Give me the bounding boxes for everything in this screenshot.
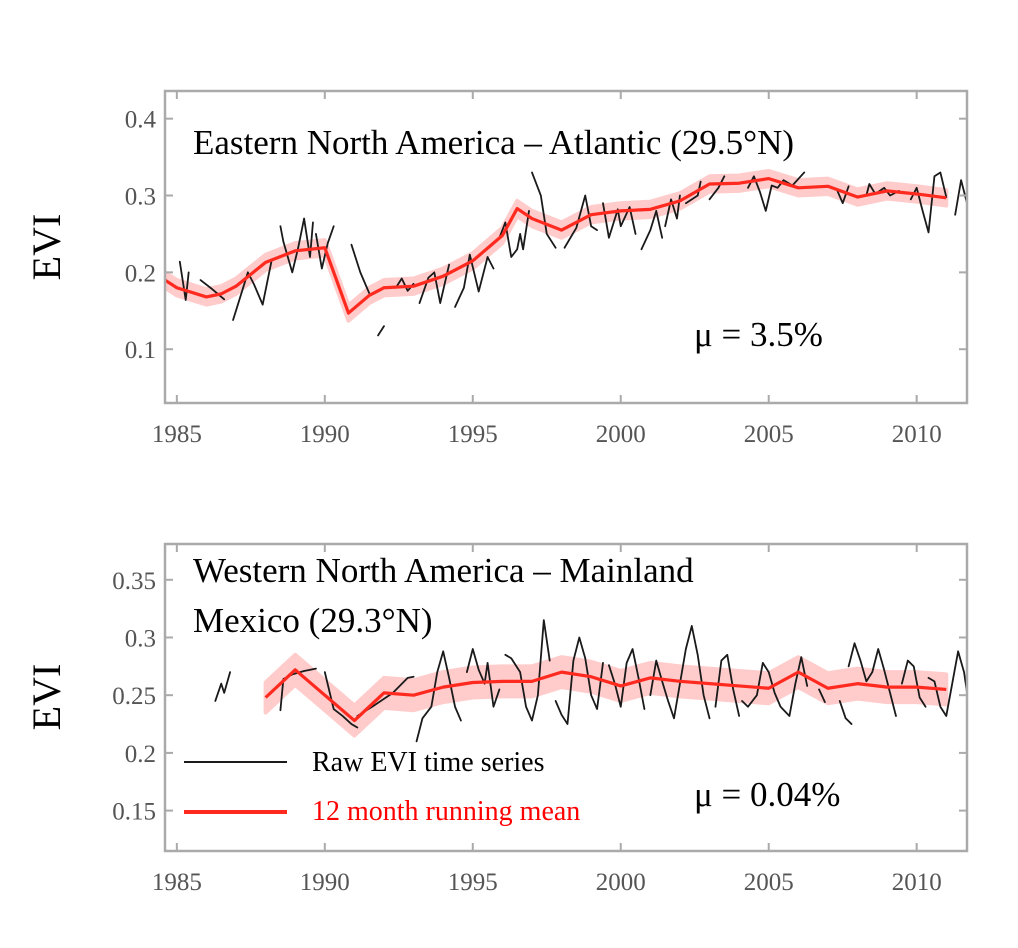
y-tick-label: 0.1 [125, 337, 156, 364]
raw-evi-segment [418, 263, 451, 304]
raw-evi-segment [954, 179, 967, 216]
legend-mean-label: 12 month running mean [312, 796, 580, 827]
x-tick-label: 1995 [448, 869, 498, 896]
y-tick-label: 0.2 [125, 260, 156, 287]
raw-evi-segment [214, 671, 232, 702]
raw-evi-segment [818, 688, 826, 704]
x-tick-label: 1985 [152, 421, 202, 448]
panel-eastern-atlantic: 1985 1990 1995 2000 2005 2010 0.1 0.2 0.3 0.4 Eas… [24, 89, 969, 448]
raw-evi-segment [504, 619, 551, 722]
y-tick-label: 0.3 [125, 625, 156, 652]
chart-title-line-2: Mexico (29.3°N) [193, 601, 433, 640]
raw-evi-segment [664, 194, 681, 228]
running-mean-line [264, 668, 947, 723]
chart-title-line-1: Western North America – Mainland [193, 551, 694, 590]
raw-evi-segment [554, 636, 604, 725]
raw-evi-segment [684, 180, 702, 205]
raw-evi-segment [323, 671, 359, 729]
running-mean-line [165, 177, 947, 315]
raw-evi-segment [279, 217, 314, 274]
y-tick-label: 0.4 [125, 107, 157, 134]
x-tick-label: 1990 [300, 869, 350, 896]
x-tick-label: 1990 [300, 421, 350, 448]
raw-evi-segment [847, 642, 897, 717]
y-tick-label: 0.3 [125, 184, 156, 211]
raw-evi-segment [377, 325, 385, 337]
raw-evi-segment [640, 209, 664, 251]
raw-evi-segment [415, 650, 462, 743]
y-tick-label: 0.35 [112, 568, 156, 595]
x-tick-label: 2000 [596, 421, 646, 448]
mean-change-annotation: μ = 0.04% [694, 775, 840, 814]
x-tick-label: 2010 [892, 869, 942, 896]
raw-evi-segment [498, 209, 530, 258]
raw-evi-segment [199, 279, 226, 301]
running-mean-band [263, 652, 949, 738]
raw-evi-segment [454, 253, 495, 308]
legend-raw-label: Raw EVI time series [312, 747, 545, 778]
raw-evi-segment [531, 171, 557, 249]
raw-evi-segment [714, 653, 741, 717]
raw-evi-segment [465, 648, 501, 708]
plot-frame [163, 542, 969, 853]
y-tick-label: 0.25 [112, 683, 156, 710]
y-tick-label: 0.15 [112, 799, 156, 826]
raw-evi-segment [909, 171, 948, 234]
raw-evi-segment [741, 656, 809, 717]
raw-evi-segment [350, 243, 371, 295]
raw-evi-segment [649, 625, 711, 720]
running-mean-band [165, 168, 949, 323]
x-tick-label: 2005 [744, 869, 794, 896]
raw-evi-segment [976, 666, 988, 689]
raw-evi-segment [232, 259, 273, 321]
raw-evi-segment [563, 194, 598, 249]
y-axis-label: EVI [24, 664, 69, 731]
panel-western-mexico: 1985 1990 1995 2000 2005 2010 0.15 0.2 0.25 0.3 0.… [24, 542, 988, 896]
raw-evi-segment [178, 260, 190, 301]
legend: Raw EVI time series 12 month running mea… [184, 747, 580, 827]
raw-evi-segment [927, 650, 967, 717]
raw-evi-segment [900, 659, 927, 708]
raw-evi-segment [708, 175, 726, 201]
chart-title: Eastern North America – Atlantic (29.5°N… [193, 123, 794, 162]
x-tick-label: 2000 [596, 869, 646, 896]
x-tick-label: 2010 [892, 421, 942, 448]
raw-evi-segment [315, 225, 335, 270]
mean-change-annotation: μ = 3.5% [694, 315, 823, 354]
x-tick-label: 1995 [448, 421, 498, 448]
x-tick-label: 2005 [744, 421, 794, 448]
plot-frame [163, 89, 969, 405]
raw-evi-segment [838, 700, 853, 725]
y-tick-label: 0.2 [125, 741, 156, 768]
y-axis-label: EVI [24, 214, 69, 281]
x-tick-label: 1985 [152, 869, 202, 896]
